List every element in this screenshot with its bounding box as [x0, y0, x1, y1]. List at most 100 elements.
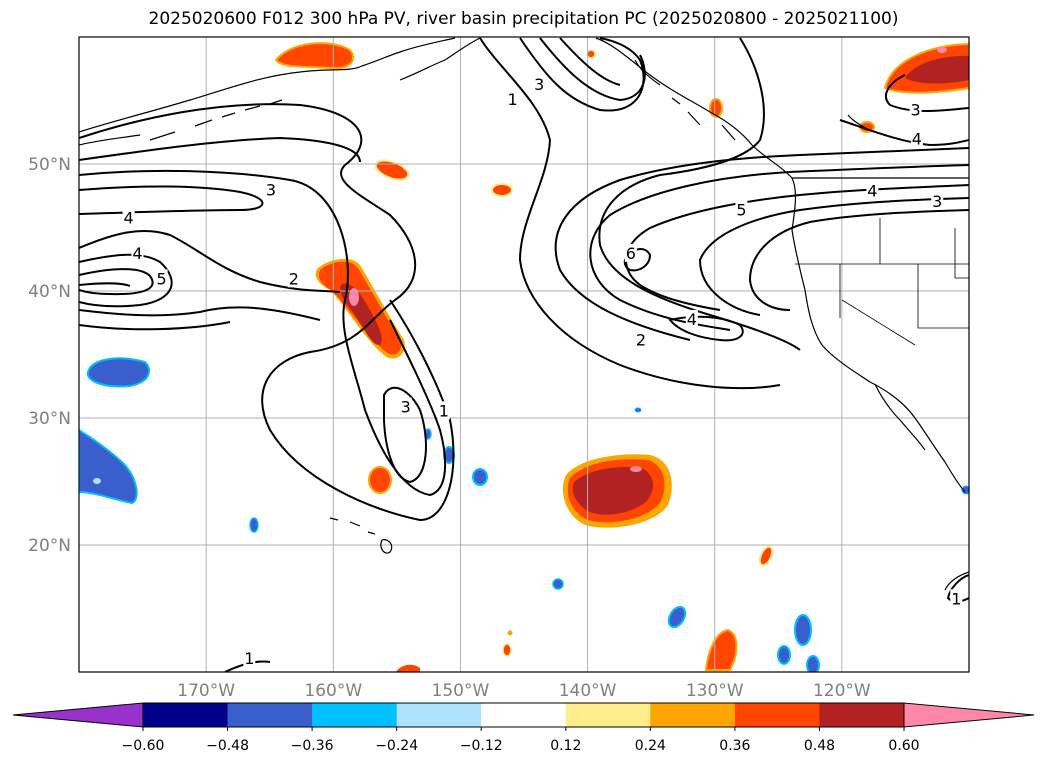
contour-label-bg — [122, 208, 135, 227]
precip-anomaly-shading — [79, 42, 969, 672]
colorbar-segment — [396, 703, 482, 727]
map-title: 2025020600 F012 300 hPa PV, river basin … — [148, 9, 899, 29]
contour-label: 1 — [951, 589, 961, 608]
contour-label: 3 — [266, 180, 276, 199]
contour-label-bg — [910, 129, 923, 148]
pv-contour — [79, 253, 173, 308]
contour-label: 3 — [911, 100, 921, 119]
contour-label-bg — [287, 269, 300, 288]
contour-label-bg — [866, 181, 879, 200]
colorbar-segment — [650, 703, 736, 727]
pv-contour — [79, 282, 321, 331]
colorbar: −0.60 −0.48 −0.36 −0.24 −0.12 0.12 0.24 0.36 0.4… — [12, 702, 1035, 754]
contour-label-bg — [155, 269, 168, 288]
baja-coastline — [874, 383, 926, 451]
negative-anomaly-region — [961, 485, 969, 495]
positive-anomaly-region — [704, 628, 738, 671]
pv-contour — [383, 386, 427, 484]
positive-anomaly-region — [502, 643, 512, 657]
colorbar-tick-label: 0.60 — [888, 738, 919, 754]
contour-label-bg — [506, 90, 519, 109]
contour-label-bg — [131, 243, 144, 262]
longitude-tick-label: 120°W — [813, 681, 871, 701]
negative-anomaly-region — [472, 468, 488, 486]
pv-contour — [79, 103, 455, 522]
colorbar-tick-label: −0.24 — [375, 738, 418, 754]
positive-anomaly-region — [630, 466, 642, 472]
contour-label: 3 — [401, 398, 411, 417]
pv-contour — [839, 119, 969, 147]
pv-contour — [554, 147, 969, 341]
map-frame — [78, 36, 970, 673]
contour-label-bg — [437, 401, 450, 420]
pv-contour — [79, 185, 264, 215]
alaska-coastline — [399, 37, 481, 81]
coastlines — [79, 37, 969, 591]
latitude-tick-label: 50°N — [28, 155, 71, 175]
contour-label: 1 — [439, 401, 449, 420]
contour-label-bg — [909, 100, 922, 119]
contour-label-bg — [685, 309, 698, 328]
colorbar-tick-label: −0.48 — [206, 738, 249, 754]
colorbar-tick-label: 0.48 — [804, 738, 835, 754]
island-features — [634, 59, 867, 141]
negative-anomaly-region — [794, 614, 812, 646]
colorbar-extend-min — [12, 702, 144, 728]
colorbar-outline — [142, 702, 905, 728]
pv-contour — [559, 37, 621, 86]
pv-contour — [539, 37, 646, 102]
pv-contour — [598, 37, 801, 351]
colorbar-tick-label: −0.36 — [291, 738, 334, 754]
colorbar-tick-label: 0.24 — [635, 738, 666, 754]
negative-anomaly-region — [552, 578, 564, 590]
pv-contour — [946, 574, 969, 603]
pv-contour — [698, 197, 969, 316]
negative-anomaly-region — [634, 407, 642, 413]
aleutian-islands — [149, 99, 283, 141]
colorbar-tick-label: −0.60 — [122, 738, 165, 754]
contour-label-bg — [533, 74, 546, 93]
positive-anomaly-region — [905, 55, 969, 84]
contour-label-bg — [634, 330, 647, 349]
latitude-tick-label: 40°N — [28, 282, 71, 302]
contour-label: 3 — [534, 75, 544, 94]
pv-contour — [885, 74, 969, 112]
contour-label-bg — [950, 589, 963, 608]
positive-anomaly-region — [374, 159, 410, 181]
bc-coastline — [595, 37, 797, 231]
contour-label: 5 — [736, 201, 746, 220]
positive-anomaly-region — [937, 47, 947, 53]
contour-label-bg — [264, 180, 277, 199]
alaska-coastline — [79, 37, 456, 133]
pv-contour — [479, 37, 781, 390]
contour-label: 4 — [912, 130, 922, 149]
positive-anomaly-region — [368, 466, 392, 494]
contour-label: 6 — [626, 244, 636, 263]
pv-contour — [668, 315, 744, 342]
contour-label-bg — [931, 191, 944, 210]
positive-anomaly-region — [396, 664, 420, 672]
state-borders — [795, 218, 969, 346]
latitude-tick-label: 20°N — [28, 536, 71, 556]
colorbar-segment — [565, 703, 651, 727]
positive-anomaly-region — [507, 630, 513, 636]
contour-label: 5 — [157, 269, 167, 288]
colorbar-tick-label: 0.12 — [550, 738, 581, 754]
negative-anomaly-region — [777, 645, 791, 665]
pv-contour — [519, 37, 645, 112]
pv-contour — [748, 209, 969, 311]
positive-anomaly-region — [572, 466, 654, 515]
us-west-coastline — [791, 229, 966, 493]
negative-anomaly-region — [93, 478, 101, 484]
colorbar-segment — [227, 703, 313, 727]
mexico-coastline — [944, 571, 969, 591]
negative-anomaly-region — [667, 605, 687, 629]
longitude-tick-label: 140°W — [559, 681, 617, 701]
positive-anomaly-region — [349, 288, 359, 306]
pv-contour — [625, 184, 969, 311]
colorbar-segment — [734, 703, 820, 727]
pv-contour — [79, 229, 341, 293]
colorbar-segment — [143, 703, 229, 727]
